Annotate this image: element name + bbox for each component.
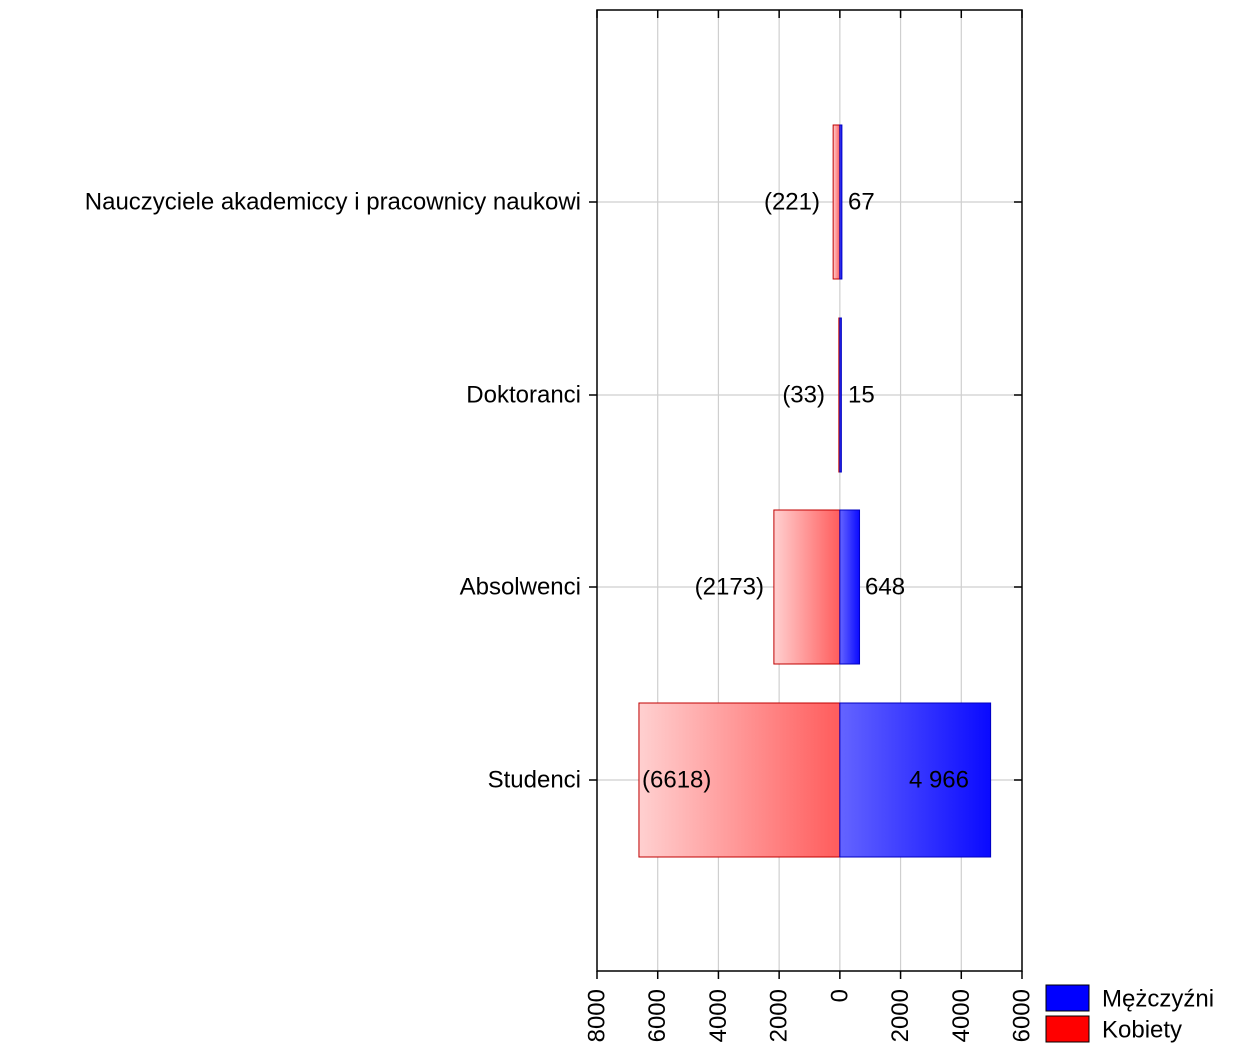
category-label: Nauczyciele akademiccy i pracownicy nauk…	[85, 189, 581, 216]
value-label-mezczyzni: 15	[848, 382, 875, 409]
bar-kobiety	[773, 509, 841, 665]
bar-mezczyzni	[839, 124, 843, 280]
legend-swatch	[1045, 984, 1090, 1012]
category-label: Doktoranci	[466, 382, 581, 409]
legend: Mężczyźni Kobiety	[1045, 984, 1214, 1044]
axis-ticks: 8000 6000 4000 2000 0 2000 4000 6000	[584, 10, 1036, 1042]
x-tick-label: 4000	[705, 989, 732, 1042]
labels: Nauczyciele akademiccy i pracownicy nauk…	[85, 189, 969, 794]
category-label: Studenci	[488, 767, 581, 794]
value-label-mezczyzni: 67	[848, 189, 875, 216]
x-tick-label: 6000	[1009, 989, 1036, 1042]
value-label-mezczyzni: 648	[865, 574, 905, 601]
x-tick-label: 4000	[948, 989, 975, 1042]
x-tick-label: 8000	[584, 989, 611, 1042]
value-label-mezczyzni: 4 966	[909, 767, 969, 794]
x-tick-label: 2000	[766, 989, 793, 1042]
legend-swatch	[1045, 1015, 1090, 1043]
category-label: Absolwenci	[460, 574, 581, 601]
bar-kobiety	[638, 702, 841, 858]
x-tick-label: 2000	[887, 989, 914, 1042]
bar-mezczyzni	[839, 317, 842, 473]
x-tick-label: 0	[826, 989, 853, 1002]
legend-label: Kobiety	[1102, 1017, 1182, 1044]
value-label-kobiety: (33)	[782, 382, 825, 409]
legend-label: Mężczyźni	[1102, 986, 1214, 1013]
bar-kobiety	[832, 124, 841, 280]
bar-mezczyzni	[839, 702, 992, 858]
value-label-kobiety: (6618)	[642, 767, 711, 794]
value-label-kobiety: (2173)	[695, 574, 764, 601]
value-label-kobiety: (221)	[764, 189, 820, 216]
bars	[638, 124, 992, 858]
x-tick-label: 6000	[644, 989, 671, 1042]
bar-mezczyzni	[839, 509, 861, 665]
plot-frame	[596, 9, 1023, 972]
